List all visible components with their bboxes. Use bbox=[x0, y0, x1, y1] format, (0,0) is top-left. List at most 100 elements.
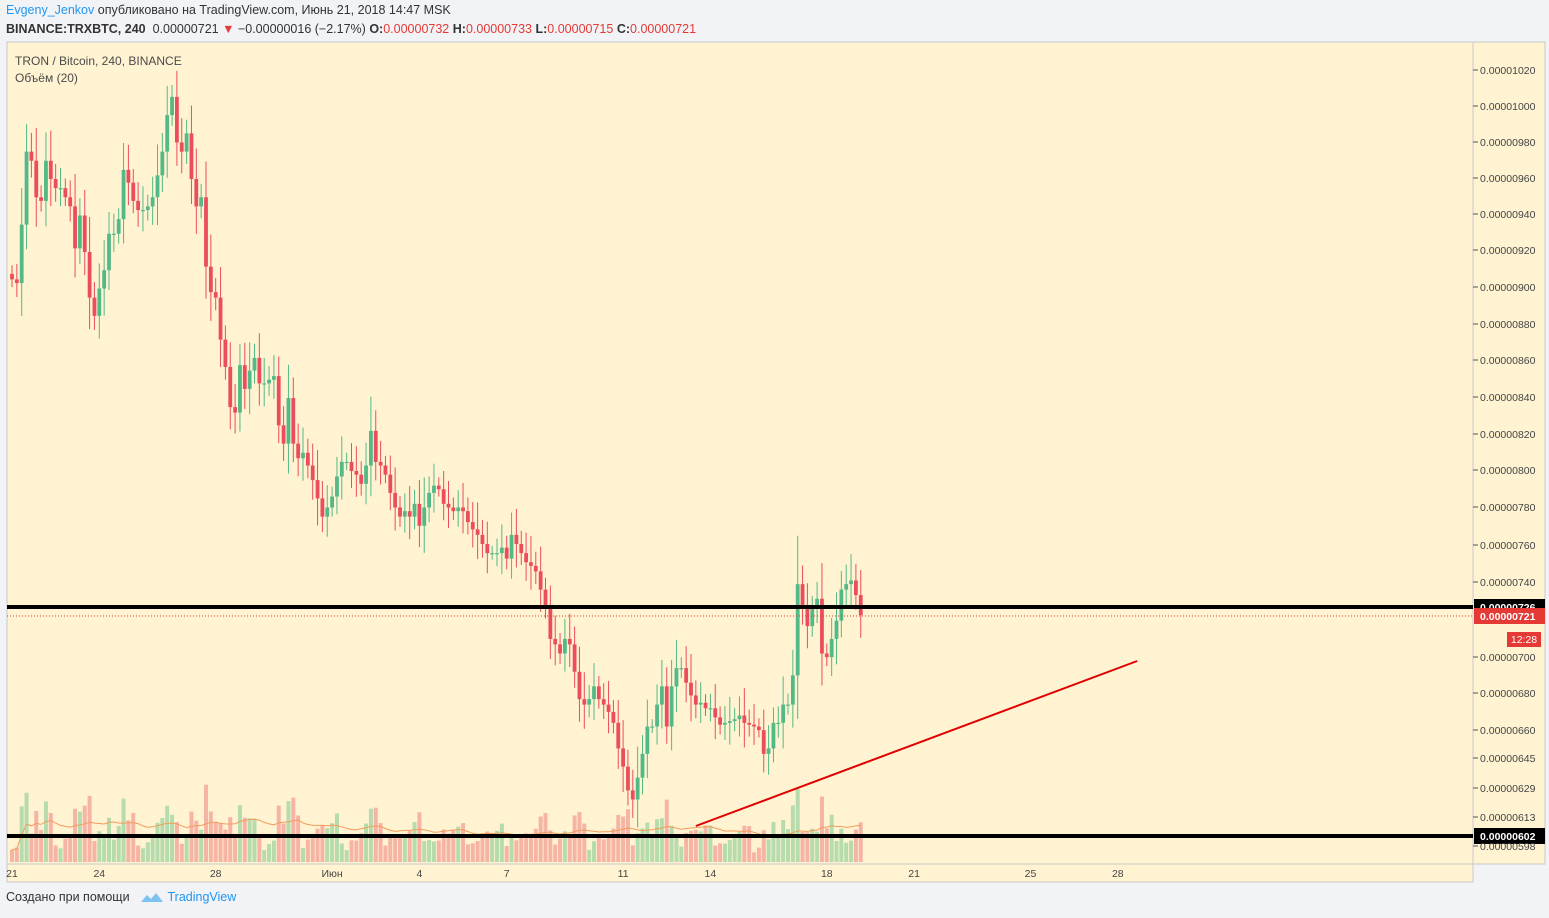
candle-body bbox=[820, 598, 824, 654]
volume-bar bbox=[514, 840, 519, 862]
volume-ma bbox=[11, 818, 861, 851]
volume-bar bbox=[262, 850, 267, 862]
candle-body bbox=[611, 711, 616, 723]
candle-body bbox=[548, 607, 553, 639]
y-tick-label: 0.00000700 bbox=[1480, 652, 1536, 664]
volume-bar bbox=[388, 835, 393, 862]
candle-body bbox=[635, 777, 640, 800]
candle-body bbox=[718, 717, 722, 725]
volume-bar bbox=[441, 829, 446, 862]
candle-body bbox=[626, 766, 630, 791]
volume-bar bbox=[771, 821, 776, 862]
candle-body bbox=[383, 465, 388, 475]
volume-bar bbox=[344, 850, 349, 862]
volume-bar bbox=[713, 845, 718, 862]
volume-bar bbox=[58, 848, 63, 862]
y-axis: 0.00001020 0.00001000 0.00000980 0.00000960… bbox=[1473, 65, 1536, 853]
candle-body bbox=[131, 182, 136, 201]
candle-body bbox=[776, 722, 781, 725]
volume-bar bbox=[650, 837, 655, 862]
candle-body bbox=[223, 339, 228, 367]
volume-bar bbox=[194, 820, 199, 862]
y-tick-label: 0.00000840 bbox=[1480, 392, 1536, 404]
volume-bar bbox=[359, 833, 364, 862]
candle-body bbox=[145, 206, 150, 211]
low-label: L: bbox=[535, 22, 548, 36]
candle-body bbox=[563, 638, 567, 654]
plot-area[interactable] bbox=[6, 41, 1474, 865]
candle-body bbox=[538, 571, 543, 590]
candle-body bbox=[150, 197, 155, 207]
volume-bar bbox=[330, 823, 335, 862]
x-tick-label: 21 bbox=[6, 868, 18, 880]
candle-body bbox=[660, 686, 664, 705]
candle-body bbox=[175, 96, 179, 143]
volume-bar bbox=[267, 844, 272, 862]
volume-bar bbox=[601, 839, 606, 862]
price-scale[interactable] bbox=[1472, 41, 1546, 865]
candle-body bbox=[596, 686, 601, 700]
volume-bar bbox=[819, 796, 824, 862]
volume-bar bbox=[339, 843, 344, 862]
time-scale[interactable] bbox=[6, 863, 1474, 883]
candle-body bbox=[466, 511, 470, 523]
candle-body bbox=[44, 160, 48, 201]
volume-bar bbox=[655, 819, 660, 862]
candle-body bbox=[655, 704, 659, 727]
volume-bar bbox=[257, 835, 262, 862]
publish-info: опубликовано на TradingView.com, Июнь 21… bbox=[97, 3, 451, 17]
volume-bar bbox=[24, 792, 29, 862]
candle-body bbox=[141, 210, 145, 212]
volume-bar bbox=[136, 845, 141, 862]
volume-bar bbox=[640, 828, 645, 862]
candle-body bbox=[577, 671, 582, 700]
candle-body bbox=[344, 461, 349, 464]
candle-body bbox=[499, 547, 504, 554]
candle-body bbox=[824, 653, 829, 658]
candle-body bbox=[723, 722, 727, 725]
tradingview-link[interactable]: TradingView bbox=[167, 890, 237, 904]
candle-body bbox=[737, 715, 742, 720]
open-label: O: bbox=[369, 22, 384, 36]
volume-bar bbox=[398, 835, 402, 862]
author-link[interactable]: Evgeny_Jenkov bbox=[6, 3, 95, 17]
volume-bar bbox=[490, 834, 495, 862]
volume-bar bbox=[776, 836, 781, 862]
candle-body bbox=[310, 465, 315, 481]
candle-body bbox=[427, 492, 431, 508]
candle-body bbox=[829, 638, 834, 658]
y-tick-label: 0.00000860 bbox=[1480, 355, 1536, 367]
volume-bar bbox=[747, 826, 752, 862]
candle-body bbox=[58, 188, 63, 190]
volume-bar bbox=[519, 836, 524, 862]
candle-body bbox=[393, 492, 398, 508]
candle-body bbox=[490, 553, 495, 555]
candle-body bbox=[262, 383, 267, 385]
x-axis: 21 24 28 Июн 4 7 11 14 18 21 25 28 bbox=[6, 868, 1124, 880]
volume-bar bbox=[567, 834, 572, 862]
volume-bar bbox=[364, 823, 369, 862]
candle-body bbox=[305, 452, 310, 466]
volume-bar bbox=[659, 818, 664, 862]
candle-body bbox=[587, 699, 592, 705]
volume-bar bbox=[693, 829, 698, 862]
volume-bar bbox=[504, 846, 509, 862]
y-tick-label: 0.00000680 bbox=[1480, 688, 1536, 700]
volume-bar bbox=[548, 830, 553, 862]
volume-bar bbox=[708, 825, 713, 862]
volume-bar bbox=[824, 828, 829, 862]
last-price-label: 0.00000721 bbox=[1480, 611, 1536, 623]
candle-body bbox=[107, 233, 111, 271]
volume-bar bbox=[645, 822, 650, 862]
volume-bar bbox=[276, 805, 281, 862]
volume-bar bbox=[800, 831, 805, 862]
volume-bar bbox=[446, 833, 451, 862]
volume-bar bbox=[834, 841, 839, 862]
candle-body bbox=[781, 704, 786, 723]
candle-timer-label: 12:28 bbox=[1511, 634, 1537, 646]
volume-bar bbox=[116, 826, 121, 862]
volume-bar bbox=[732, 836, 737, 862]
candle-body bbox=[470, 522, 475, 530]
volume-bar bbox=[495, 830, 499, 862]
